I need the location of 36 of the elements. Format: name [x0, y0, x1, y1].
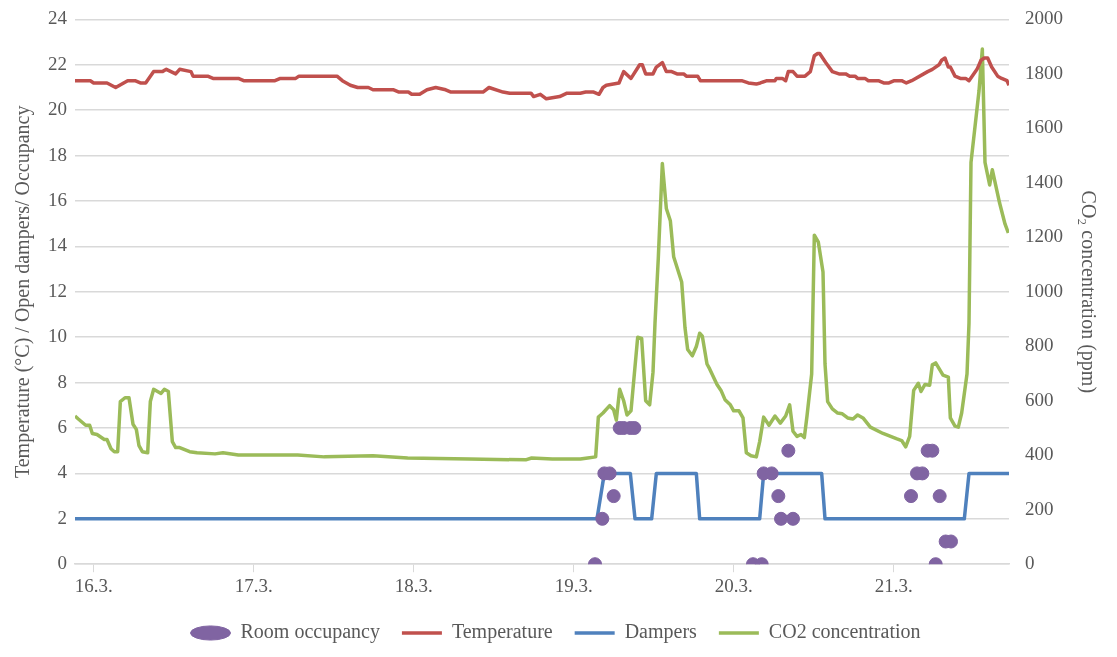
y-tick-label: 6 [57, 415, 67, 437]
x-tick-label: 16.3. [74, 574, 113, 596]
y2-tick-label: 600 [1025, 388, 1054, 410]
y-tick-label: 20 [48, 98, 67, 120]
legend-label: Temperature [451, 620, 553, 644]
y-tick-label: 12 [48, 279, 67, 301]
x-tick-label: 19.3. [554, 574, 593, 596]
y-tick-label: 16 [48, 188, 67, 210]
y-tick-label: 24 [48, 7, 68, 29]
legend-label: CO2 concentration [768, 620, 921, 643]
y2-tick-label: 1000 [1025, 279, 1063, 301]
y2-tick-label: 0 [1025, 552, 1035, 574]
x-tick-label: 18.3. [394, 574, 433, 596]
y2-tick-label: 1200 [1025, 225, 1063, 247]
y2-tick-label: 1400 [1025, 170, 1063, 192]
y-tick-label: 18 [48, 143, 67, 165]
y-axis-title: Temperature (°C) / Open dampers/ Occupancy [11, 105, 35, 479]
y-tick-label: 14 [48, 234, 68, 256]
y2-tick-label: 2000 [1025, 7, 1063, 29]
y2-tick-label: 1800 [1025, 61, 1063, 83]
y-tick-label: 22 [48, 52, 67, 74]
y2-tick-label: 400 [1025, 443, 1054, 465]
y2-axis-title: CO₂ concentration (ppm) [1076, 190, 1100, 394]
y2-tick-label: 200 [1025, 497, 1054, 519]
y2-tick-label: 1600 [1025, 116, 1063, 138]
y-tick-label: 10 [48, 325, 67, 347]
y2-tick-label: 800 [1025, 334, 1054, 356]
y-tick-label: 4 [57, 461, 68, 483]
legend-label: Room occupancy [240, 620, 380, 644]
y-tick-label: 0 [57, 552, 67, 574]
x-tick-label: 20.3. [714, 574, 753, 596]
x-tick-label: 17.3. [234, 574, 273, 596]
legend-label: Dampers [624, 620, 698, 644]
y-tick-label: 8 [57, 370, 67, 392]
x-tick-label: 21.3. [874, 574, 913, 596]
y-tick-label: 2 [57, 506, 67, 528]
